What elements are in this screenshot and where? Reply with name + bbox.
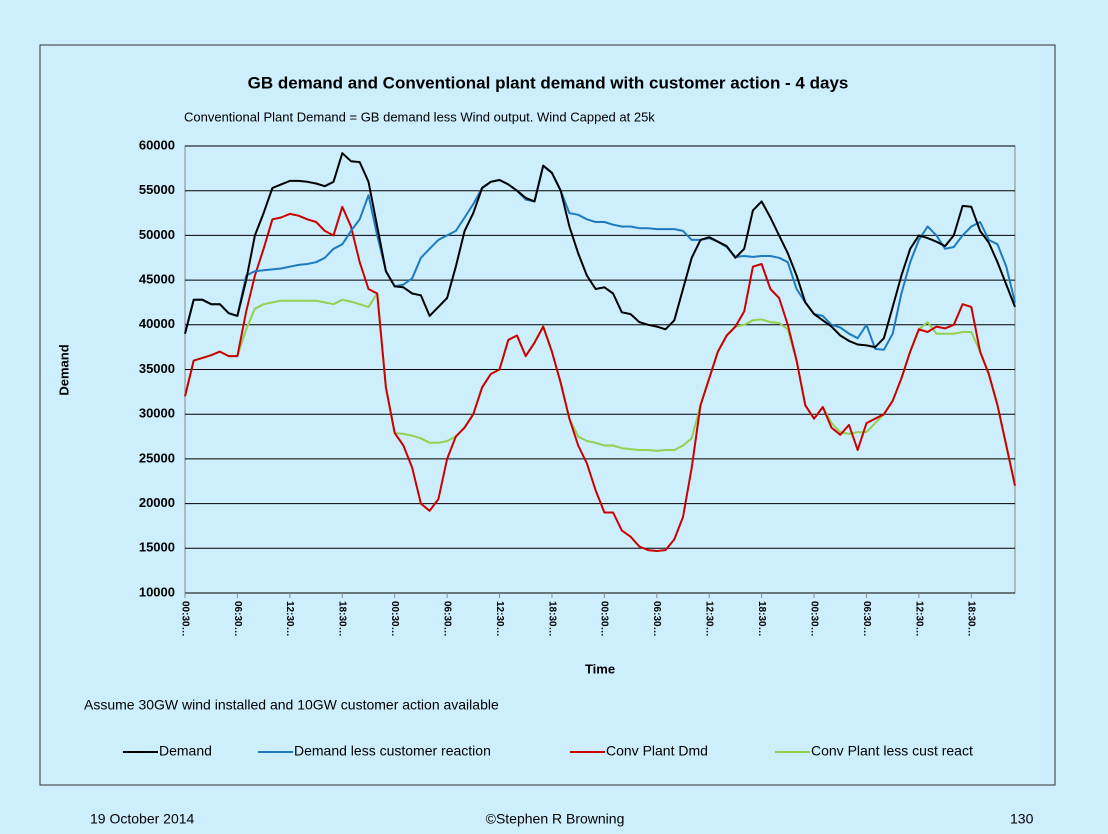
y-tick-label: 35000	[139, 361, 175, 376]
y-axis-label: Demand	[56, 344, 71, 395]
legend-label: Demand less customer reaction	[294, 743, 491, 759]
x-tick-label: 12:30…	[913, 601, 924, 637]
x-tick-label: 00:30…	[179, 601, 190, 637]
y-tick-label: 50000	[139, 227, 175, 242]
x-tick-label: 18:30…	[337, 601, 348, 637]
y-tick-label: 45000	[139, 272, 175, 287]
chart-subtitle: Conventional Plant Demand = GB demand le…	[184, 109, 655, 124]
x-tick-label: 00:30…	[808, 601, 819, 637]
chart-frame	[39, 44, 1056, 786]
y-tick-label: 15000	[139, 540, 175, 555]
series-line	[184, 152, 1016, 349]
y-tick-label: 10000	[139, 584, 175, 599]
x-axis-label: Time	[585, 661, 615, 676]
x-tick-label: 12:30…	[494, 601, 505, 637]
footer-date: 19 October 2014	[90, 811, 195, 827]
y-tick-label: 55000	[139, 182, 175, 197]
x-tick-label: 12:30…	[704, 601, 715, 637]
footer-page: 130	[1010, 811, 1034, 827]
x-tick-label: 06:30…	[441, 601, 452, 637]
x-tick-label: 06:30…	[651, 601, 662, 637]
x-tick-label: 18:30…	[756, 601, 767, 637]
series-line	[184, 205, 1016, 552]
y-tick-label: 20000	[139, 495, 175, 510]
x-tick-label: 18:30…	[546, 601, 557, 637]
x-tick-label: 06:30…	[232, 601, 243, 637]
y-tick-label: 25000	[139, 450, 175, 465]
y-tick-label: 30000	[139, 406, 175, 421]
x-tick-label: 12:30…	[284, 601, 295, 637]
x-tick-label: 00:30…	[389, 601, 400, 637]
annotation: Assume 30GW wind installed and 10GW cust…	[84, 697, 499, 713]
legend-label: Conv Plant Dmd	[606, 743, 708, 759]
x-tick-label: 06:30…	[861, 601, 872, 637]
series-line	[184, 292, 1016, 486]
legend-label: Demand	[159, 743, 212, 759]
series-line	[184, 164, 1016, 351]
legend-label: Conv Plant less cust react	[811, 743, 973, 759]
x-tick-label: 18:30…	[966, 601, 977, 637]
y-tick-label: 40000	[139, 316, 175, 331]
chart-title: GB demand and Conventional plant demand …	[248, 73, 849, 92]
x-tick-label: 00:30…	[599, 601, 610, 637]
y-tick-label: 60000	[139, 137, 175, 152]
footer-author: ©Stephen R Browning	[486, 811, 625, 827]
